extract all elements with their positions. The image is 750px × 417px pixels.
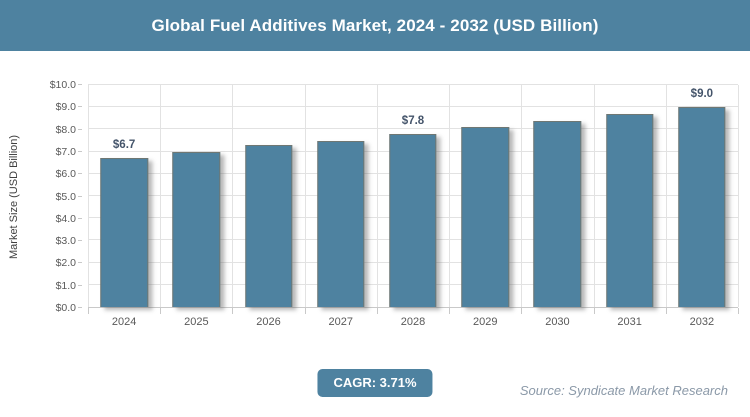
gridline-vertical xyxy=(665,85,667,307)
y-tick-label: $7.0 xyxy=(55,145,76,158)
bar-2027 xyxy=(317,140,365,307)
gridline-vertical xyxy=(304,85,306,307)
gridline-vertical xyxy=(376,85,378,307)
bar-value-label-2024: $6.7 xyxy=(112,139,136,152)
x-tick-label-2024: 2024 xyxy=(111,316,137,328)
x-tick-label-2032: 2032 xyxy=(689,316,715,328)
x-tick-label-2029: 2029 xyxy=(472,316,498,328)
gridline-horizontal xyxy=(88,84,738,85)
x-tick-label-2025: 2025 xyxy=(184,316,209,328)
y-tick-label: $3.0 xyxy=(55,235,76,248)
y-tick-mark xyxy=(78,128,82,130)
y-tick-mark xyxy=(78,284,82,286)
gridline-vertical xyxy=(738,85,739,307)
x-axis-labels: 2024 2025 2026 2027 2028 2029 2030 2031 2032 xyxy=(88,316,738,332)
cagr-badge: CAGR: 3.71% xyxy=(317,369,433,397)
y-axis-title: Market Size (USD Billion) xyxy=(8,134,20,259)
gridline-vertical xyxy=(232,85,234,307)
y-tick-label: $5.0 xyxy=(55,190,76,203)
y-tick-label: $10.0 xyxy=(49,79,76,91)
y-tick-mark xyxy=(78,106,82,108)
y-tick-label: $6.0 xyxy=(55,168,76,181)
x-tick-mark xyxy=(232,308,234,314)
y-tick-mark xyxy=(78,217,82,219)
x-tick-label-2030: 2030 xyxy=(545,316,570,328)
y-tick-label: $9.0 xyxy=(55,101,76,114)
gridline-vertical xyxy=(88,85,89,307)
y-tick-mark xyxy=(78,307,82,308)
bar-2024 xyxy=(100,158,148,307)
x-tick-mark xyxy=(738,308,739,314)
bar-2029 xyxy=(461,127,509,307)
gridline-vertical xyxy=(449,85,451,307)
y-tick-label: $0.0 xyxy=(55,302,76,314)
x-tick-mark xyxy=(160,308,162,314)
x-tick-mark xyxy=(304,308,306,314)
gridline-vertical xyxy=(521,85,523,307)
bar-2026 xyxy=(244,144,293,307)
bar-value-label-2028: $7.8 xyxy=(401,114,425,127)
y-tick-label: $1.0 xyxy=(55,279,76,292)
y-tick-label: $4.0 xyxy=(55,212,76,225)
y-tick-label: $2.0 xyxy=(55,257,76,270)
y-axis-tick-labels: $0.0 $1.0 $2.0 $3.0 $4.0 $5.0 $6.0 $7.0 $8.0 $9.0… xyxy=(30,79,82,314)
source-text: Source: Syndicate Market Research xyxy=(519,383,728,398)
title-bar: Global Fuel Additives Market, 2024 - 203… xyxy=(0,0,750,51)
x-tick-mark xyxy=(521,308,523,314)
gridline-horizontal xyxy=(88,106,738,108)
y-tick-mark xyxy=(78,262,82,264)
x-tick-label-2027: 2027 xyxy=(328,316,354,328)
y-tick-label: $8.0 xyxy=(55,123,76,136)
x-tick-mark xyxy=(665,308,667,314)
x-tick-label-2031: 2031 xyxy=(617,316,642,328)
bar-2030 xyxy=(533,120,582,307)
x-tick-label-2026: 2026 xyxy=(256,316,281,328)
y-tick-mark xyxy=(78,173,82,175)
x-tick-mark xyxy=(593,308,595,314)
y-tick-mark xyxy=(78,84,82,85)
bar-2028 xyxy=(389,133,437,307)
y-tick-mark xyxy=(78,195,82,197)
y-tick-mark xyxy=(78,240,82,242)
x-tick-label-2028: 2028 xyxy=(400,316,426,328)
bar-value-label-2032: $9.0 xyxy=(690,88,714,101)
x-tick-mark xyxy=(376,308,378,314)
x-tick-mark xyxy=(88,308,89,314)
gridline-vertical xyxy=(160,85,162,307)
x-tick-mark xyxy=(449,308,451,314)
y-tick-mark xyxy=(78,150,82,152)
bar-2025 xyxy=(172,151,221,307)
bar-2031 xyxy=(605,113,654,307)
gridline-vertical xyxy=(593,85,595,307)
gridline-horizontal xyxy=(88,128,738,130)
bar-2032 xyxy=(678,107,726,307)
plot-area: $6.7 $7.8 $9.0 xyxy=(88,84,739,314)
chart-title: Global Fuel Additives Market, 2024 - 203… xyxy=(151,15,599,35)
